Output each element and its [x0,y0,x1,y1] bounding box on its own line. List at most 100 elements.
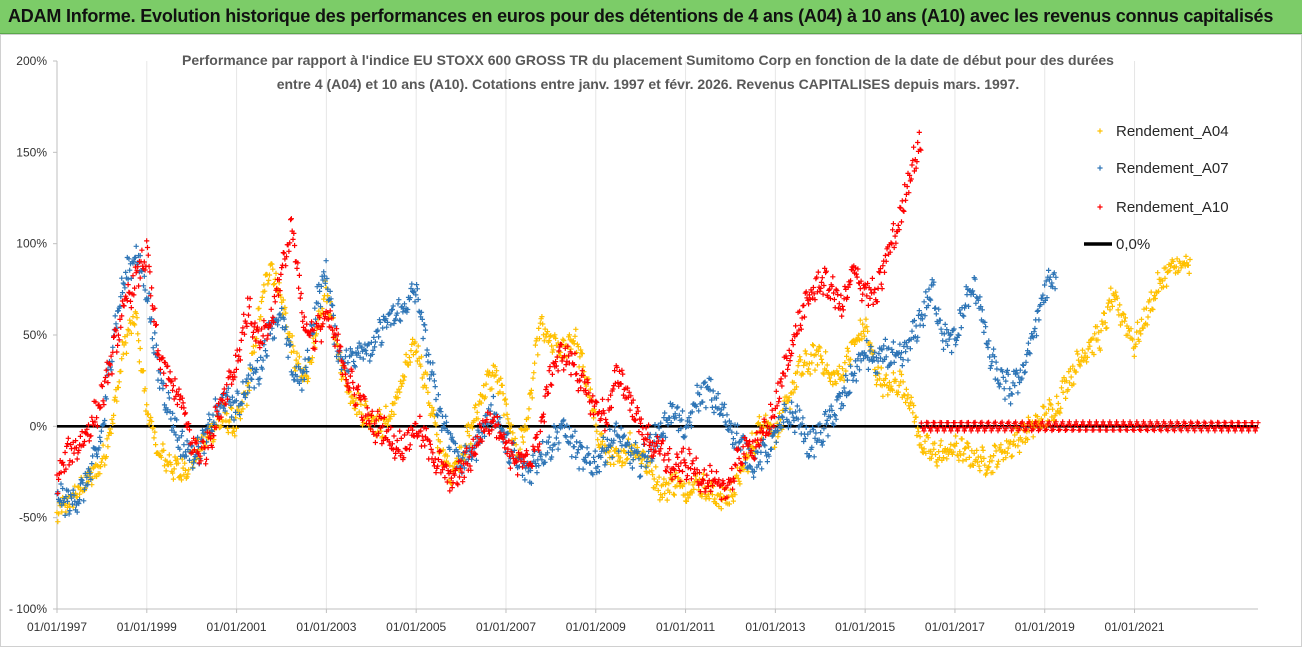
rendement-a10-point [590,393,596,399]
rendement-a04-point [1144,322,1150,328]
rendement-a10-point [827,286,833,292]
rendement-a04-point [989,458,995,464]
rendement-a10-point [174,389,180,395]
rendement-a10-point [329,315,335,321]
rendement-a04-point [1109,299,1115,305]
rendement-a10-point [448,469,454,475]
rendement-a07-point [652,422,658,428]
rendement-a07-point [960,312,966,319]
rendement-a07-point [612,428,618,434]
rendement-a04-point [712,496,718,502]
rendement-a04-point [863,316,869,322]
rendement-a10-point [220,397,226,404]
x-tick-label: 01/01/2017 [925,620,985,634]
rendement-a04-point [684,491,690,497]
rendement-a07-point [118,294,124,300]
rendement-a07-point [1011,368,1017,374]
rendement-a07-point [579,444,585,450]
rendement-a04-point [233,425,239,431]
rendement-a04-point [908,394,914,400]
rendement-a04-point [803,351,809,357]
rendement-a04-point [1011,438,1017,444]
rendement-a07-point [861,350,867,356]
rendement-a10-zero-point [1039,419,1046,425]
rendement-a04-point [115,384,121,391]
rendement-a07-point [603,459,609,465]
rendement-a10-point [362,396,368,402]
rendement-a04-point [575,344,581,350]
rendement-a10-point [891,244,897,251]
rendement-a10-point [575,388,581,394]
rendement-a04-point [706,496,712,502]
rendement-a10-point [330,327,336,333]
rendement-a07-point [191,460,197,466]
rendement-a10-zero-point [1124,427,1130,433]
rendement-a04-point [244,402,250,408]
rendement-a07-point [616,448,622,454]
rendement-a10-point [888,240,894,246]
rendement-a10-point [366,418,372,424]
rendement-a10-point [250,334,256,340]
rendement-a04-point [528,390,534,396]
rendement-a07-point [582,454,589,460]
rendement-a07-point [449,434,455,440]
rendement-a04-point [507,425,513,431]
rendement-a10-point [701,467,707,473]
rendement-a04-point [824,362,830,368]
rendement-a04-point [499,382,505,388]
rendement-a10-point [630,397,636,403]
rendement-a10-zero-point [1000,424,1006,430]
rendement-a07-point [856,367,863,373]
rendement-a04-point [907,406,913,412]
rendement-a10-point [475,442,481,448]
rendement-a07-point [1044,295,1050,301]
rendement-a07-point [101,421,107,427]
rendement-a07-point [847,389,853,395]
rendement-a10-point [909,162,915,168]
rendement-a04-point [587,386,593,392]
rendement-a10-point [549,371,555,377]
rendement-a04-point [842,360,848,366]
rendement-a07-point [1033,333,1040,339]
rendement-a10-point [244,323,250,329]
rendement-a04-point [142,386,148,392]
rendement-a04-point [932,451,939,458]
rendement-a10-point [60,462,67,468]
rendement-a10-point [600,408,606,414]
rendement-a04-point [408,348,414,354]
rendement-a10-point [677,478,683,484]
rendement-a04-point [919,449,926,455]
rendement-a10-point [699,481,705,487]
rendement-a10-point [328,324,334,330]
rendement-a10-point [553,359,559,365]
rendement-a10-zero-point [1178,428,1184,434]
rendement-a04-point [981,455,987,461]
rendement-a07-point [401,301,408,307]
rendement-a04-point [735,475,741,482]
rendement-a07-point [239,401,245,407]
rendement-a10-point [456,459,462,465]
rendement-a07-point [328,296,334,302]
rendement-a07-point [992,376,998,382]
rendement-a04-point [580,364,586,370]
rendement-a04-point [948,441,954,447]
rendement-a04-point [140,368,147,374]
rendement-a07-point [1019,375,1025,381]
rendement-a10-point [101,402,107,408]
rendement-a10-point [421,425,427,431]
rendement-a04-point [661,476,667,482]
rendement-a10-zero-point [1068,422,1074,429]
rendement-a10-point [66,462,72,468]
rendement-a04-point [1067,380,1073,386]
rendement-a07-point [58,481,64,487]
rendement-a04-point [934,463,940,469]
rendement-a07-point [460,455,466,461]
rendement-a04-point [1058,405,1064,411]
rendement-a07-point [928,297,934,303]
rendement-a10-point [90,422,96,428]
rendement-a04-point [415,343,421,349]
rendement-a04-point [1097,347,1103,353]
rendement-a07-point [481,433,488,439]
rendement-a04-point [136,359,142,365]
rendement-a04-point [793,384,800,390]
